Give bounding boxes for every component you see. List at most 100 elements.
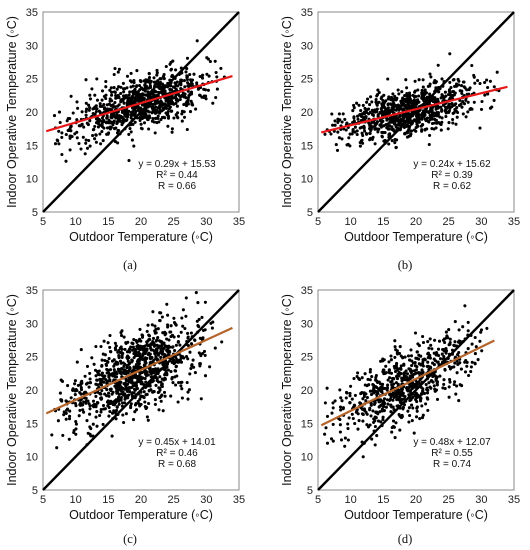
scatter-point <box>405 131 409 135</box>
scatter-point <box>111 103 115 107</box>
scatter-point <box>102 119 106 123</box>
scatter-point <box>99 142 103 146</box>
scatter-point <box>436 114 440 118</box>
y-axis-title: Indoor Operative Temperature (◦C) <box>5 294 19 486</box>
x-tick-label: 35 <box>233 494 245 506</box>
scatter-point <box>412 372 416 376</box>
scatter-point <box>421 340 426 345</box>
x-tick-label: 15 <box>377 494 389 506</box>
scatter-point <box>180 396 184 400</box>
scatter-point <box>87 385 91 389</box>
scatter-point <box>129 345 133 349</box>
scatter-point <box>159 347 163 351</box>
scatter-point <box>335 148 340 152</box>
scatter-point <box>119 398 123 402</box>
scatter-point <box>457 83 461 87</box>
scatter-point <box>156 79 160 83</box>
x-tick-label: 10 <box>70 494 82 506</box>
scatter-point <box>204 94 208 98</box>
scatter-point <box>78 398 82 402</box>
scatter-point <box>156 353 160 357</box>
scatter-point <box>442 382 446 386</box>
scatter-point <box>336 130 340 134</box>
scatter-point <box>415 400 419 404</box>
scatter-point <box>169 324 173 328</box>
scatter-point <box>420 88 424 92</box>
scatter-point <box>87 402 91 406</box>
scatter-point <box>130 112 134 116</box>
scatter-point <box>100 121 104 125</box>
scatter-point <box>363 129 367 133</box>
scatter-point <box>441 103 445 107</box>
scatter-point <box>117 402 121 406</box>
scatter-point <box>131 122 135 126</box>
scatter-point <box>410 396 414 400</box>
scatter-point <box>130 138 134 142</box>
scatter-point <box>122 420 126 425</box>
scatter-point <box>421 370 425 374</box>
scatter-point <box>425 396 429 400</box>
x-tick-label: 5 <box>40 216 46 228</box>
scatter-point <box>417 78 421 82</box>
scatter-point <box>141 348 145 352</box>
y-tick-label: 35 <box>26 7 38 19</box>
scatter-point <box>166 109 170 114</box>
scatter-point <box>466 100 470 104</box>
x-tick-label: 10 <box>345 216 357 228</box>
scatter-point <box>132 144 136 148</box>
scatter-point <box>137 92 141 96</box>
scatter-point <box>391 391 395 395</box>
scatter-point <box>75 136 79 140</box>
scatter-point <box>455 371 459 375</box>
x-axis-title: Outdoor Temperature (◦C) <box>344 230 488 244</box>
scatter-point <box>438 357 443 361</box>
scatter-point <box>401 407 405 411</box>
scatter-point <box>405 92 409 96</box>
scatter-point <box>442 95 446 99</box>
x-tick-label: 30 <box>200 494 212 506</box>
x-tick-label: 30 <box>475 216 487 228</box>
scatter-point <box>424 91 429 95</box>
scatter-point <box>133 87 137 91</box>
scatter-point <box>180 387 184 391</box>
scatter-point <box>407 406 411 410</box>
scatter-point <box>190 102 194 106</box>
scatter-point <box>427 101 432 105</box>
scatter-point <box>378 382 382 386</box>
scatter-point <box>62 410 66 414</box>
scatter-point <box>344 396 348 400</box>
scatter-point <box>439 128 443 132</box>
scatter-point <box>81 408 85 412</box>
scatter-point <box>69 94 73 98</box>
scatter-point <box>186 81 190 85</box>
fit-annotation: R = 0.74 <box>433 459 472 470</box>
scatter-point <box>199 354 203 358</box>
scatter-point <box>107 357 111 361</box>
scatter-point <box>116 128 120 132</box>
scatter-point <box>369 95 373 99</box>
scatter-point <box>436 360 440 364</box>
scatter-point <box>153 90 157 94</box>
scatter-point <box>147 388 151 392</box>
scatter-point <box>405 94 409 98</box>
scatter-point <box>411 406 415 410</box>
scatter-point <box>55 446 59 450</box>
scatter-point <box>421 78 425 82</box>
scatter-point <box>157 120 161 124</box>
scatter-point <box>384 364 388 368</box>
scatter-point <box>102 339 106 343</box>
scatter-point <box>361 455 365 459</box>
scatter-point <box>388 376 392 380</box>
scatter-point <box>130 358 134 362</box>
scatter-point <box>374 378 378 382</box>
scatter-point <box>142 390 146 394</box>
scatter-point <box>446 127 450 131</box>
scatter-point <box>154 111 158 115</box>
scatter-point <box>173 349 177 353</box>
scatter-point <box>121 393 125 397</box>
scatter-point <box>107 102 111 106</box>
scatter-point <box>102 380 106 384</box>
scatter-point <box>428 385 432 389</box>
scatter-point <box>181 308 185 312</box>
scatter-point <box>400 414 404 419</box>
